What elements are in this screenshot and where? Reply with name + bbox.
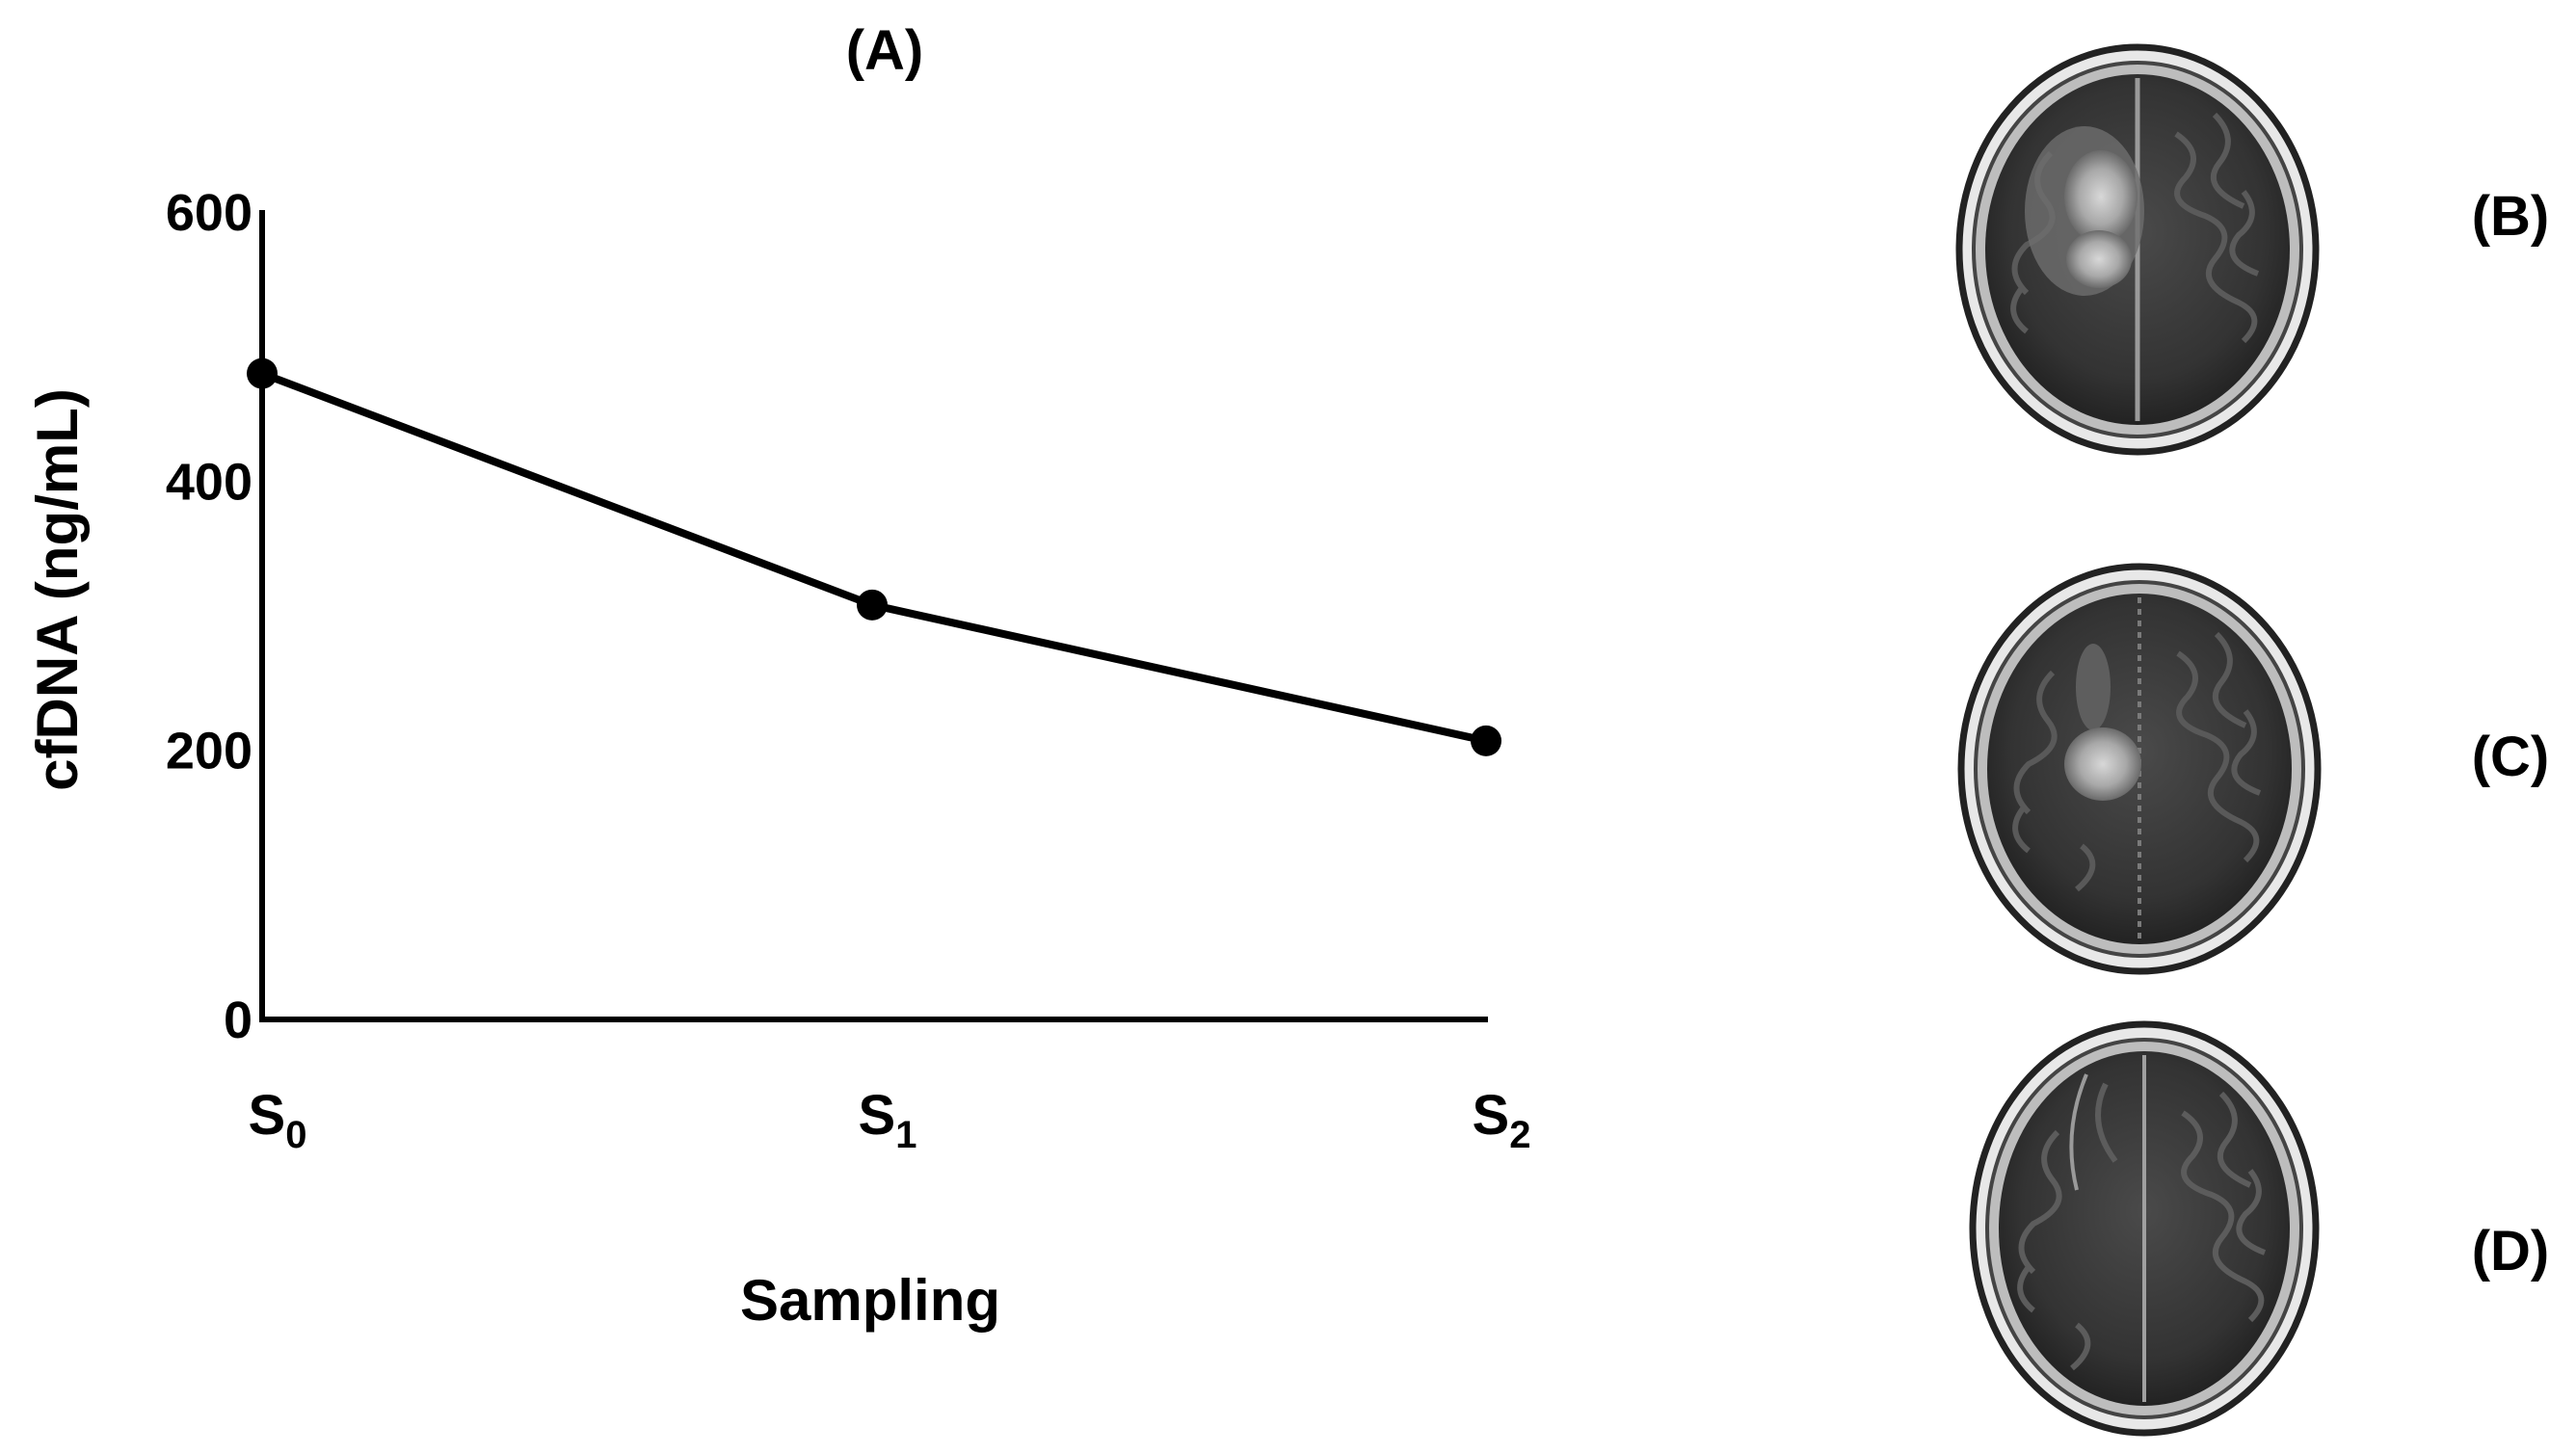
panel-label-c: (C) <box>2472 726 2550 788</box>
mri-scan-b <box>1955 43 2320 456</box>
y-tick-label: 600 <box>166 184 252 242</box>
data-point <box>1471 725 1501 756</box>
y-tick-label: 200 <box>166 723 252 780</box>
x-tick-label: S0 <box>249 1084 307 1156</box>
y-tick-label: 400 <box>166 453 252 511</box>
x-tick-label: S2 <box>1473 1084 1531 1156</box>
mri-scan-d <box>1969 1020 2320 1437</box>
line-chart: 0 200 400 600 S0 S1 S2 cfDNA (ng/mL) Sampling <box>25 184 1530 1333</box>
series-line <box>260 369 1487 745</box>
panel-label-a: (A) <box>846 19 924 82</box>
data-points <box>247 357 1501 756</box>
data-point <box>857 589 888 621</box>
y-tick-label: 0 <box>224 991 252 1049</box>
mri-scan-c <box>1957 563 2322 975</box>
panel-label-b: (B) <box>2472 185 2550 248</box>
y-axis-title: cfDNA (ng/mL) <box>25 388 90 791</box>
x-axis-title: Sampling <box>740 1268 1000 1333</box>
x-tick-label: S1 <box>859 1084 917 1156</box>
data-point <box>247 357 278 389</box>
x-tick-labels: S0 S1 S2 <box>249 1084 1531 1156</box>
y-tick-labels: 0 200 400 600 <box>166 184 252 1049</box>
panel-label-d: (D) <box>2472 1220 2550 1282</box>
